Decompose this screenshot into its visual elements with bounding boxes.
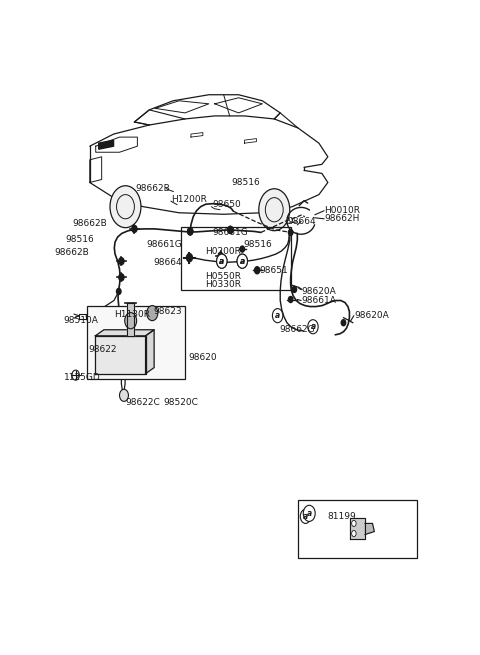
Polygon shape bbox=[96, 336, 145, 373]
Circle shape bbox=[119, 274, 124, 281]
Text: 98516: 98516 bbox=[243, 240, 272, 248]
Text: 98510A: 98510A bbox=[64, 316, 98, 325]
Text: 98664: 98664 bbox=[154, 257, 182, 267]
Text: 98651: 98651 bbox=[259, 266, 288, 274]
Circle shape bbox=[288, 229, 293, 235]
Circle shape bbox=[228, 227, 233, 233]
Text: a: a bbox=[275, 311, 280, 320]
Circle shape bbox=[188, 228, 193, 235]
Polygon shape bbox=[365, 523, 374, 534]
Text: H0200R: H0200R bbox=[205, 247, 241, 256]
Circle shape bbox=[119, 257, 124, 265]
Text: H0010R: H0010R bbox=[324, 206, 360, 215]
Text: H0550R: H0550R bbox=[205, 272, 241, 281]
Polygon shape bbox=[155, 101, 209, 113]
Text: 98662G: 98662G bbox=[279, 325, 315, 334]
Text: 98622: 98622 bbox=[88, 345, 117, 354]
Circle shape bbox=[120, 389, 129, 402]
Text: H1130R: H1130R bbox=[114, 310, 150, 319]
Text: 98516: 98516 bbox=[231, 178, 260, 187]
Circle shape bbox=[352, 531, 356, 536]
Text: 98622C: 98622C bbox=[125, 398, 160, 407]
Text: 98662B: 98662B bbox=[73, 219, 108, 229]
Text: 98620A: 98620A bbox=[354, 311, 389, 320]
Text: 98650: 98650 bbox=[213, 200, 241, 209]
Text: 98661G: 98661G bbox=[213, 228, 248, 237]
Circle shape bbox=[308, 320, 318, 334]
Bar bbox=[298, 500, 417, 558]
Text: a: a bbox=[303, 512, 308, 521]
Text: 98661A: 98661A bbox=[301, 296, 336, 305]
Polygon shape bbox=[350, 518, 365, 538]
Polygon shape bbox=[215, 98, 263, 113]
Circle shape bbox=[341, 320, 346, 326]
Circle shape bbox=[147, 305, 158, 321]
Text: 1125GD: 1125GD bbox=[64, 373, 100, 382]
Circle shape bbox=[288, 297, 293, 303]
Text: 98662H: 98662H bbox=[324, 214, 360, 223]
Text: a: a bbox=[240, 257, 245, 266]
Circle shape bbox=[216, 254, 227, 269]
Circle shape bbox=[237, 254, 248, 269]
Circle shape bbox=[352, 521, 356, 527]
Text: 98661G: 98661G bbox=[146, 240, 182, 248]
Polygon shape bbox=[145, 329, 154, 373]
Circle shape bbox=[300, 510, 311, 523]
Circle shape bbox=[254, 267, 260, 274]
Polygon shape bbox=[127, 303, 134, 336]
Text: 98620: 98620 bbox=[188, 353, 217, 362]
Circle shape bbox=[132, 225, 137, 233]
Text: 98662B: 98662B bbox=[135, 183, 170, 193]
Text: 98623: 98623 bbox=[154, 307, 182, 316]
Text: a: a bbox=[307, 509, 312, 518]
Circle shape bbox=[216, 254, 227, 269]
Text: a: a bbox=[219, 257, 224, 266]
Circle shape bbox=[259, 189, 290, 231]
Text: 98520C: 98520C bbox=[163, 398, 198, 407]
Circle shape bbox=[218, 253, 223, 259]
Bar bbox=[181, 227, 290, 290]
Circle shape bbox=[110, 186, 141, 228]
Text: 98620A: 98620A bbox=[301, 287, 336, 296]
Circle shape bbox=[292, 286, 297, 292]
Circle shape bbox=[303, 505, 315, 521]
Polygon shape bbox=[99, 140, 114, 149]
Text: a: a bbox=[240, 257, 245, 266]
Text: 81199: 81199 bbox=[327, 512, 356, 521]
Text: 98516: 98516 bbox=[65, 235, 94, 244]
Circle shape bbox=[240, 246, 244, 252]
Polygon shape bbox=[96, 329, 154, 336]
Circle shape bbox=[237, 254, 248, 269]
Circle shape bbox=[186, 253, 192, 262]
Circle shape bbox=[273, 309, 283, 323]
Circle shape bbox=[228, 227, 233, 233]
Text: a: a bbox=[311, 322, 315, 331]
Circle shape bbox=[125, 312, 137, 329]
Text: H0330R: H0330R bbox=[205, 280, 241, 289]
Circle shape bbox=[117, 288, 121, 295]
Text: H1200R: H1200R bbox=[172, 195, 207, 204]
Text: a: a bbox=[219, 257, 224, 266]
Text: 98664: 98664 bbox=[288, 217, 316, 227]
Bar bbox=[87, 305, 185, 379]
Circle shape bbox=[188, 228, 193, 235]
Text: 98662B: 98662B bbox=[54, 248, 89, 257]
